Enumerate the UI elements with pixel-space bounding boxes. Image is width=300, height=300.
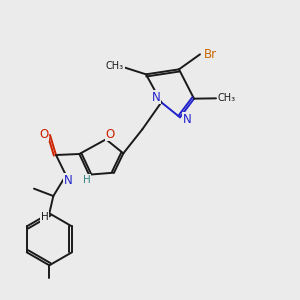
Text: N: N bbox=[64, 174, 72, 187]
Text: O: O bbox=[39, 128, 49, 140]
Text: Br: Br bbox=[203, 48, 217, 61]
Text: N: N bbox=[183, 113, 191, 126]
Text: N: N bbox=[152, 91, 161, 104]
Text: H: H bbox=[83, 175, 91, 185]
Text: O: O bbox=[105, 128, 115, 141]
Text: H: H bbox=[41, 212, 49, 222]
Text: CH₃: CH₃ bbox=[218, 93, 236, 103]
Text: CH₃: CH₃ bbox=[106, 61, 124, 71]
